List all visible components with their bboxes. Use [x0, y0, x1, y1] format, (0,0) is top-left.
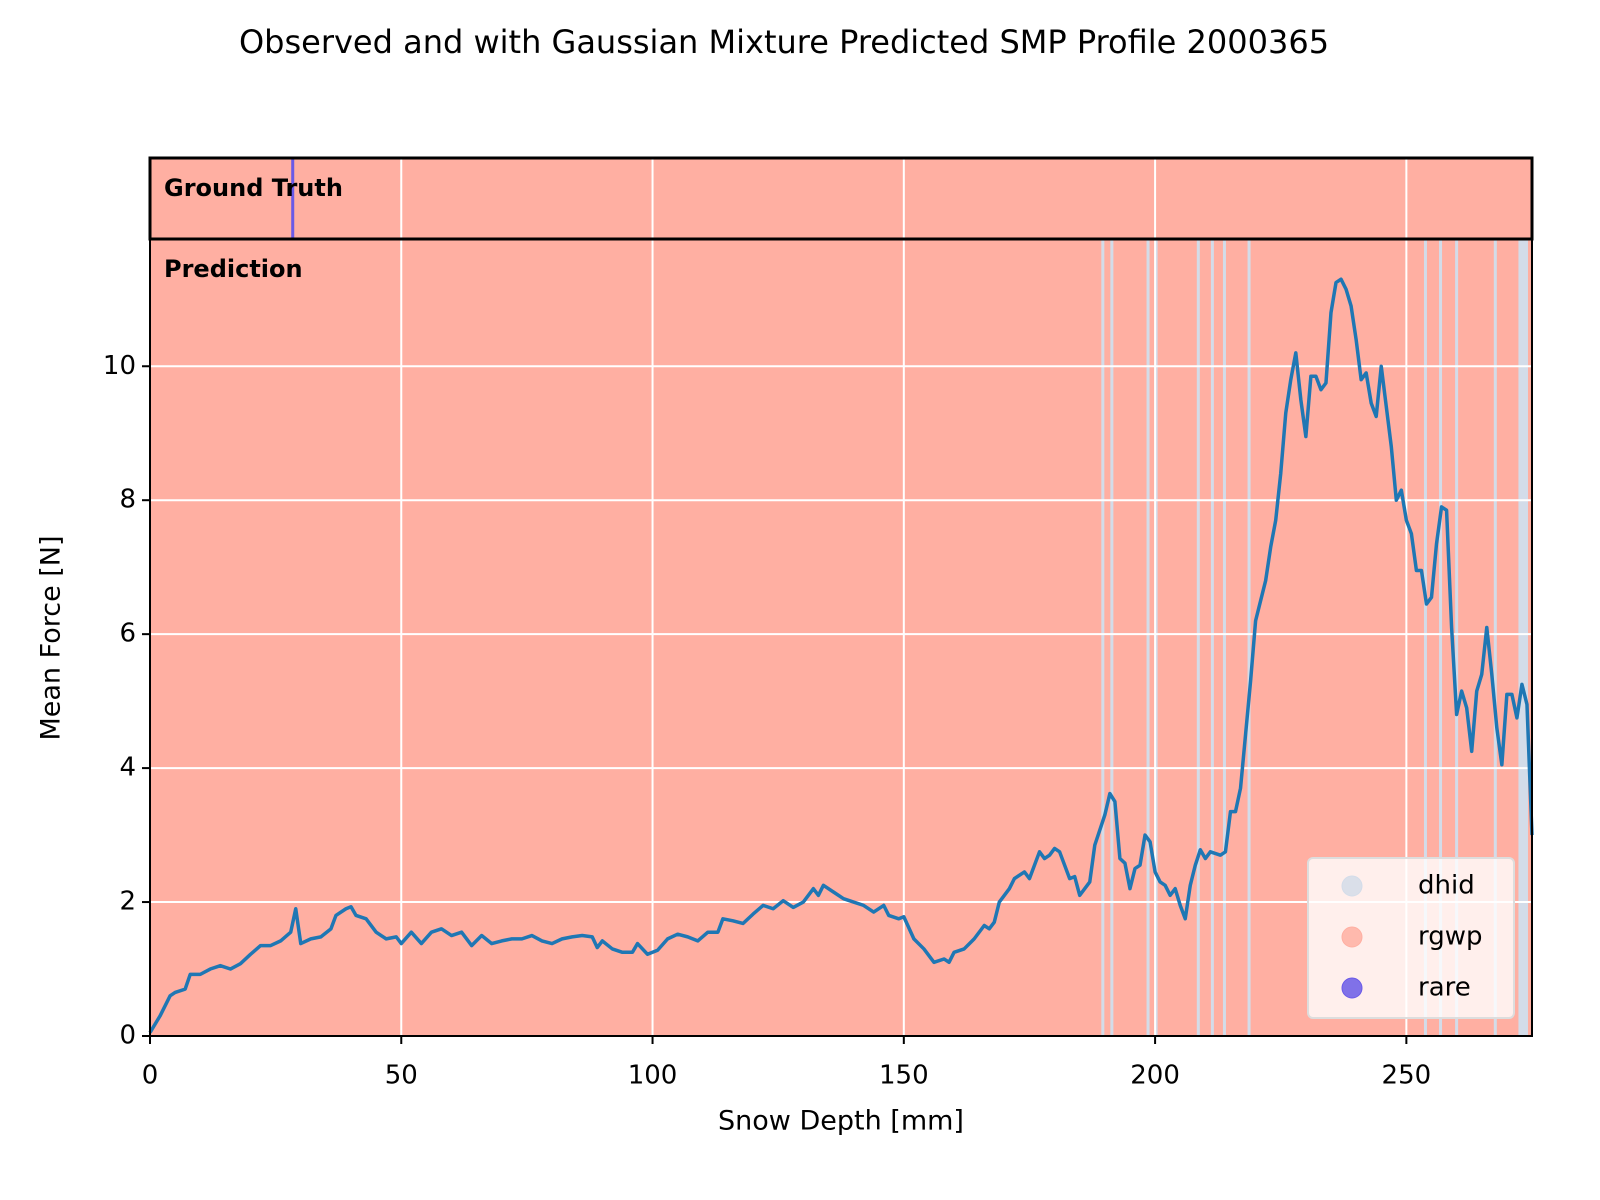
class-segment	[1210, 239, 1214, 1036]
legend-label: rgwp	[1418, 922, 1483, 952]
class-segment	[150, 239, 1532, 1036]
ground-truth-frame	[148, 156, 1534, 241]
chart-title: Observed and with Gaussian Mixture Predi…	[239, 23, 1329, 61]
panel-label: Prediction	[164, 255, 303, 283]
x-tick-label: 50	[385, 1061, 418, 1091]
x-tick-label: 250	[1382, 1061, 1432, 1091]
legend-box	[1307, 857, 1515, 1019]
y-tick-label: 4	[119, 753, 136, 783]
class-segment	[1101, 239, 1105, 1036]
panel-label: Ground Truth	[164, 174, 343, 202]
y-tick-label: 2	[119, 887, 136, 917]
x-tick-label: 200	[1130, 1061, 1180, 1091]
class-segment	[150, 158, 1532, 239]
class-segment	[1110, 239, 1114, 1036]
legend-marker	[1341, 977, 1363, 999]
class-segment	[1222, 239, 1226, 1036]
x-tick-label: 0	[142, 1061, 159, 1091]
legend-label: dhid	[1418, 871, 1475, 901]
y-tick-label: 8	[119, 485, 136, 515]
y-tick-label: 6	[119, 619, 136, 649]
class-segment	[1196, 239, 1200, 1036]
class-segment	[1518, 239, 1528, 1036]
y-tick-label: 0	[119, 1021, 136, 1051]
class-segment	[1247, 239, 1251, 1036]
class-segment	[1493, 239, 1497, 1036]
y-axis-label: Mean Force [N]	[36, 535, 67, 740]
data-line	[148, 277, 1534, 1034]
y-tick-label: 10	[103, 351, 136, 381]
x-tick-label: 150	[879, 1061, 929, 1091]
x-tick-label: 100	[628, 1061, 678, 1091]
class-segment	[1154, 239, 1158, 1036]
legend-marker	[1341, 875, 1363, 897]
class-segment	[1423, 239, 1427, 1036]
class-segment	[1146, 239, 1150, 1036]
class-segment	[1455, 239, 1459, 1036]
legend-marker	[1341, 926, 1363, 948]
legend-label: rare	[1418, 973, 1471, 1003]
class-segment	[1439, 239, 1443, 1036]
x-axis-label: Snow Depth [mm]	[718, 1106, 964, 1137]
class-segment	[291, 158, 295, 239]
